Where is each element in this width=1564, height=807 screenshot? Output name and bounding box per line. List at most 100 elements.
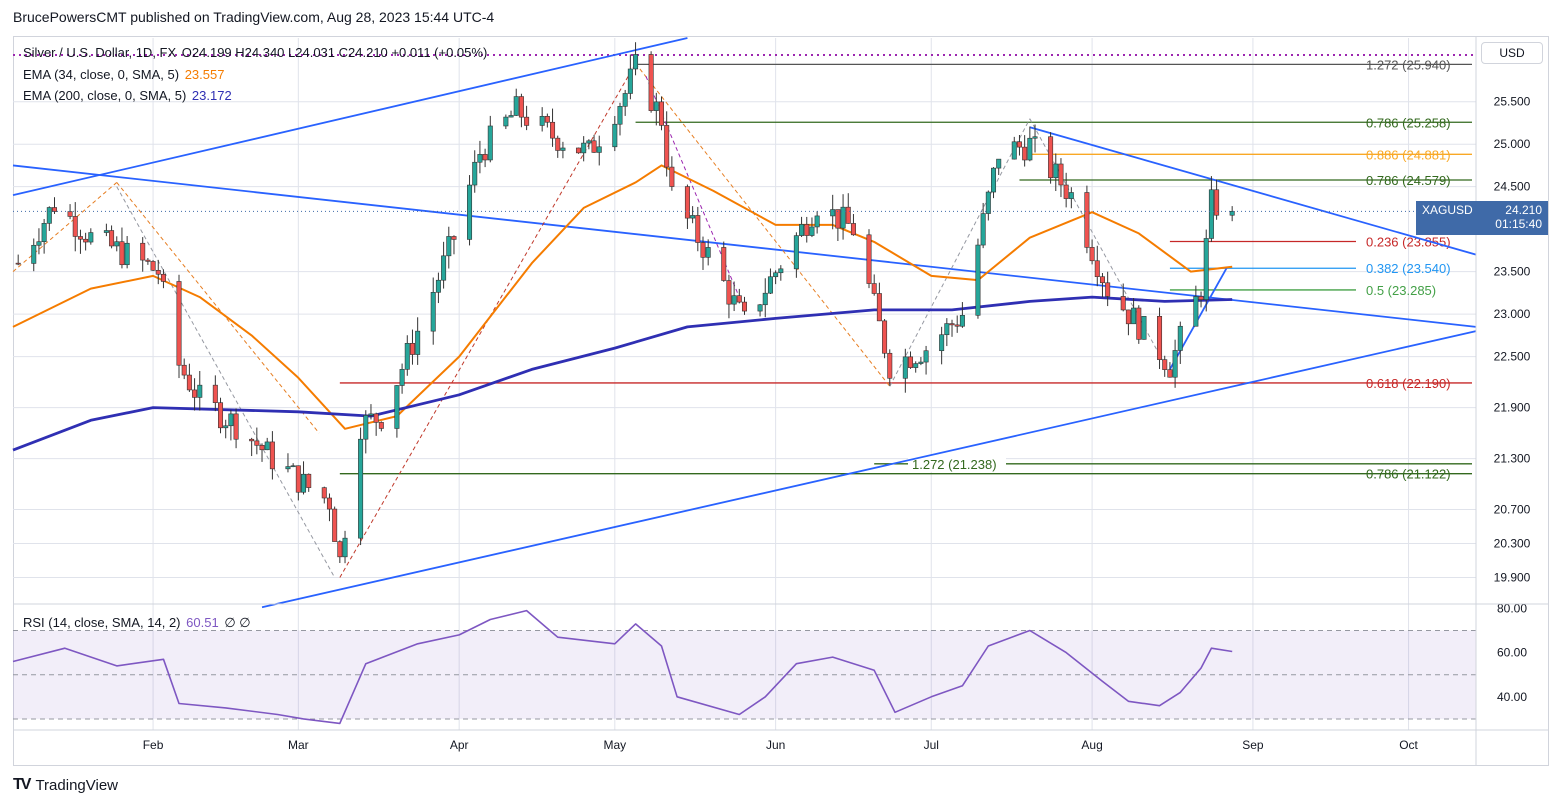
x-tick-label: Aug (1081, 738, 1102, 752)
candle-body (721, 247, 727, 281)
trend-line (1029, 126, 1477, 256)
candle-body (394, 385, 400, 429)
candle-body (871, 283, 877, 294)
candle-body (1162, 359, 1168, 370)
candle-body (726, 280, 732, 305)
x-tick-label: Jun (766, 738, 785, 752)
candle-body (1027, 137, 1033, 161)
legend-ohlc: O24.199 H24.340 L24.031 C24.210 +0.011 (… (181, 45, 488, 60)
candle-body (757, 304, 763, 312)
candle-body (88, 232, 94, 243)
ema34-line (12, 164, 1233, 430)
candle-body (46, 207, 52, 224)
last-price-tag: XAGUSD 24.210 01:15:40 (1416, 201, 1548, 236)
candle-body (1141, 315, 1147, 340)
candle-body (378, 422, 384, 429)
candle-body (197, 384, 203, 398)
x-tick-label: May (603, 738, 626, 752)
y-tick-label: 20.300 (1494, 537, 1531, 551)
candle-body (705, 247, 711, 258)
candle-body (160, 273, 166, 282)
candle-body (1172, 350, 1178, 378)
candle-body (1125, 309, 1131, 325)
candle-body (1084, 192, 1090, 248)
currency-button[interactable]: USD (1481, 42, 1543, 64)
candle-body (409, 343, 415, 355)
candle-body (804, 224, 810, 236)
candle-body (326, 497, 332, 510)
candle-body (902, 356, 908, 379)
candle-body (269, 441, 275, 470)
candle-body (908, 356, 914, 368)
tradingview-brand[interactable]: TV TradingView (13, 776, 118, 794)
candle-body (1229, 211, 1235, 216)
candle-body (1105, 282, 1111, 297)
rsi-tick-label: 60.00 (1497, 646, 1527, 660)
candle-body (876, 293, 882, 322)
candle-body (850, 223, 856, 236)
candle-body (996, 158, 1002, 169)
candle-body (767, 276, 773, 294)
x-tick-label: Feb (143, 738, 164, 752)
candle-body (612, 123, 618, 148)
candle-body (373, 413, 379, 423)
x-tick-label: Mar (288, 738, 309, 752)
candle-body (581, 142, 587, 154)
candle-body (980, 213, 986, 246)
candle-body (295, 465, 301, 493)
candle-body (1198, 296, 1204, 300)
candle-body (472, 161, 478, 186)
candle-body (840, 206, 846, 229)
candle-body (959, 315, 965, 327)
candle-body (814, 215, 820, 228)
candle-body (451, 236, 457, 240)
x-tick-label: Jul (924, 738, 939, 752)
candle-body (1063, 184, 1069, 199)
candle-body (103, 230, 109, 233)
candle-body (809, 226, 815, 236)
candle-body (508, 115, 514, 118)
chart-frame[interactable] (13, 36, 1549, 766)
candle-body (596, 146, 602, 153)
candle-body (332, 508, 338, 542)
candle-body (31, 244, 37, 264)
candle-body (887, 352, 893, 379)
candle-body (736, 295, 742, 303)
candle-body (1208, 189, 1214, 239)
fib-swing-line (635, 63, 891, 387)
price-tag-countdown: 01:15:40 (1495, 217, 1542, 232)
y-tick-label: 21.900 (1494, 401, 1531, 415)
tradingview-logo-icon: TV (13, 776, 32, 793)
candle-body (1177, 325, 1183, 351)
candle-body (83, 238, 89, 243)
rsi-tick-label: 80.00 (1497, 601, 1527, 615)
ema-layer (12, 164, 1233, 452)
candle-body (1022, 146, 1028, 161)
candle-body (845, 206, 851, 224)
candle-body (866, 234, 872, 284)
candle-body (119, 241, 125, 266)
y-tick-label: 23.500 (1494, 265, 1531, 279)
rsi-tick-label: 40.00 (1497, 690, 1527, 704)
axis-layer: Feb Mar Apr May Jun Jul Aug Sep Oct 25.500 25.000 2… (13, 36, 1549, 766)
candle-body (218, 402, 224, 429)
candle-body (513, 96, 519, 116)
candle-body (1214, 189, 1220, 216)
candle-body (109, 230, 115, 247)
fib-level-label: 0.236 (23.855) (1366, 234, 1451, 249)
candle-body (949, 323, 955, 326)
candle-body (145, 259, 151, 262)
legend-symbol: Silver / U.S. Dollar, 1D, FX (23, 45, 177, 60)
candle-body (793, 235, 799, 270)
fib-swing-line (116, 186, 336, 578)
candle-body (1048, 136, 1054, 179)
candle-body (648, 54, 654, 111)
candle-body (228, 413, 234, 427)
candle-body (799, 224, 805, 236)
ema200-line (12, 295, 1233, 452)
fib-label-bg (908, 455, 1006, 472)
candle-body (415, 330, 421, 355)
candle-body (290, 465, 296, 468)
fib-level-label: 0.786 (21.122) (1366, 467, 1451, 482)
